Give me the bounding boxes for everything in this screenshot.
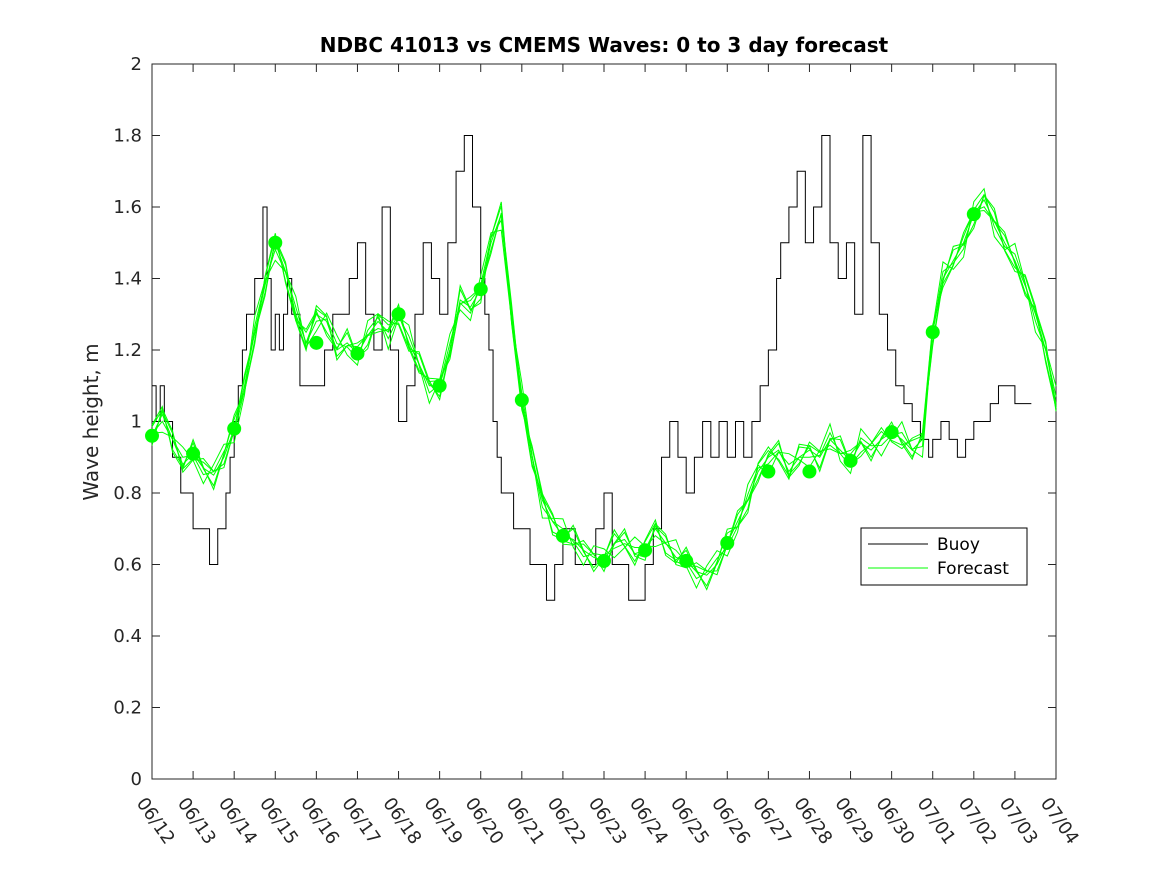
- forecast-marker: [145, 428, 159, 443]
- forecast-marker: [884, 425, 899, 440]
- legend-box: [860, 527, 1028, 586]
- legend: Buoy Forecast: [860, 527, 1028, 586]
- forecast-marker: [555, 528, 570, 543]
- forecast-marker: [309, 335, 324, 350]
- forecast-marker: [802, 464, 817, 479]
- forecast-marker: [679, 553, 694, 568]
- y-tick-label: 1.8: [113, 126, 142, 147]
- forecast-marker: [186, 446, 201, 461]
- forecast-marker: [638, 543, 653, 558]
- forecast-series-line: [151, 209, 1057, 576]
- forecast-marker: [350, 346, 365, 361]
- chart-title: NDBC 41013 vs CMEMS Waves: 0 to 3 day fo…: [320, 33, 889, 57]
- y-tick-label: 1: [131, 412, 142, 433]
- legend-forecast-label: Forecast: [937, 559, 1009, 579]
- forecast-marker: [227, 421, 242, 436]
- forecast-marker: [514, 393, 529, 408]
- forecast-marker: [597, 553, 611, 568]
- forecast-marker: [473, 282, 488, 297]
- forecast-marker: [268, 235, 283, 250]
- legend-buoy-label: Buoy: [937, 535, 980, 555]
- forecast-marker: [720, 536, 735, 551]
- y-tick-label: 2: [131, 54, 142, 75]
- forecast-marker: [761, 464, 776, 479]
- y-tick-label: 0.4: [113, 626, 142, 647]
- y-tick-label: 0: [131, 769, 142, 790]
- y-tick-label: 1.2: [113, 340, 142, 361]
- y-axis-label: Wave height, m: [79, 343, 103, 500]
- y-tick-label: 0.2: [113, 698, 142, 719]
- forecast-marker: [843, 453, 858, 468]
- forecast-marker: [925, 325, 940, 340]
- forecast-marker: [391, 307, 406, 322]
- buoy-series-line: [152, 135, 1032, 601]
- forecast-marker: [432, 378, 447, 393]
- y-tick-label: 0.6: [113, 555, 142, 576]
- y-tick-label: 1.4: [113, 269, 142, 290]
- y-tick-label: 0.8: [113, 483, 142, 504]
- forecast-marker: [966, 207, 981, 222]
- y-tick-label: 1.6: [113, 197, 142, 218]
